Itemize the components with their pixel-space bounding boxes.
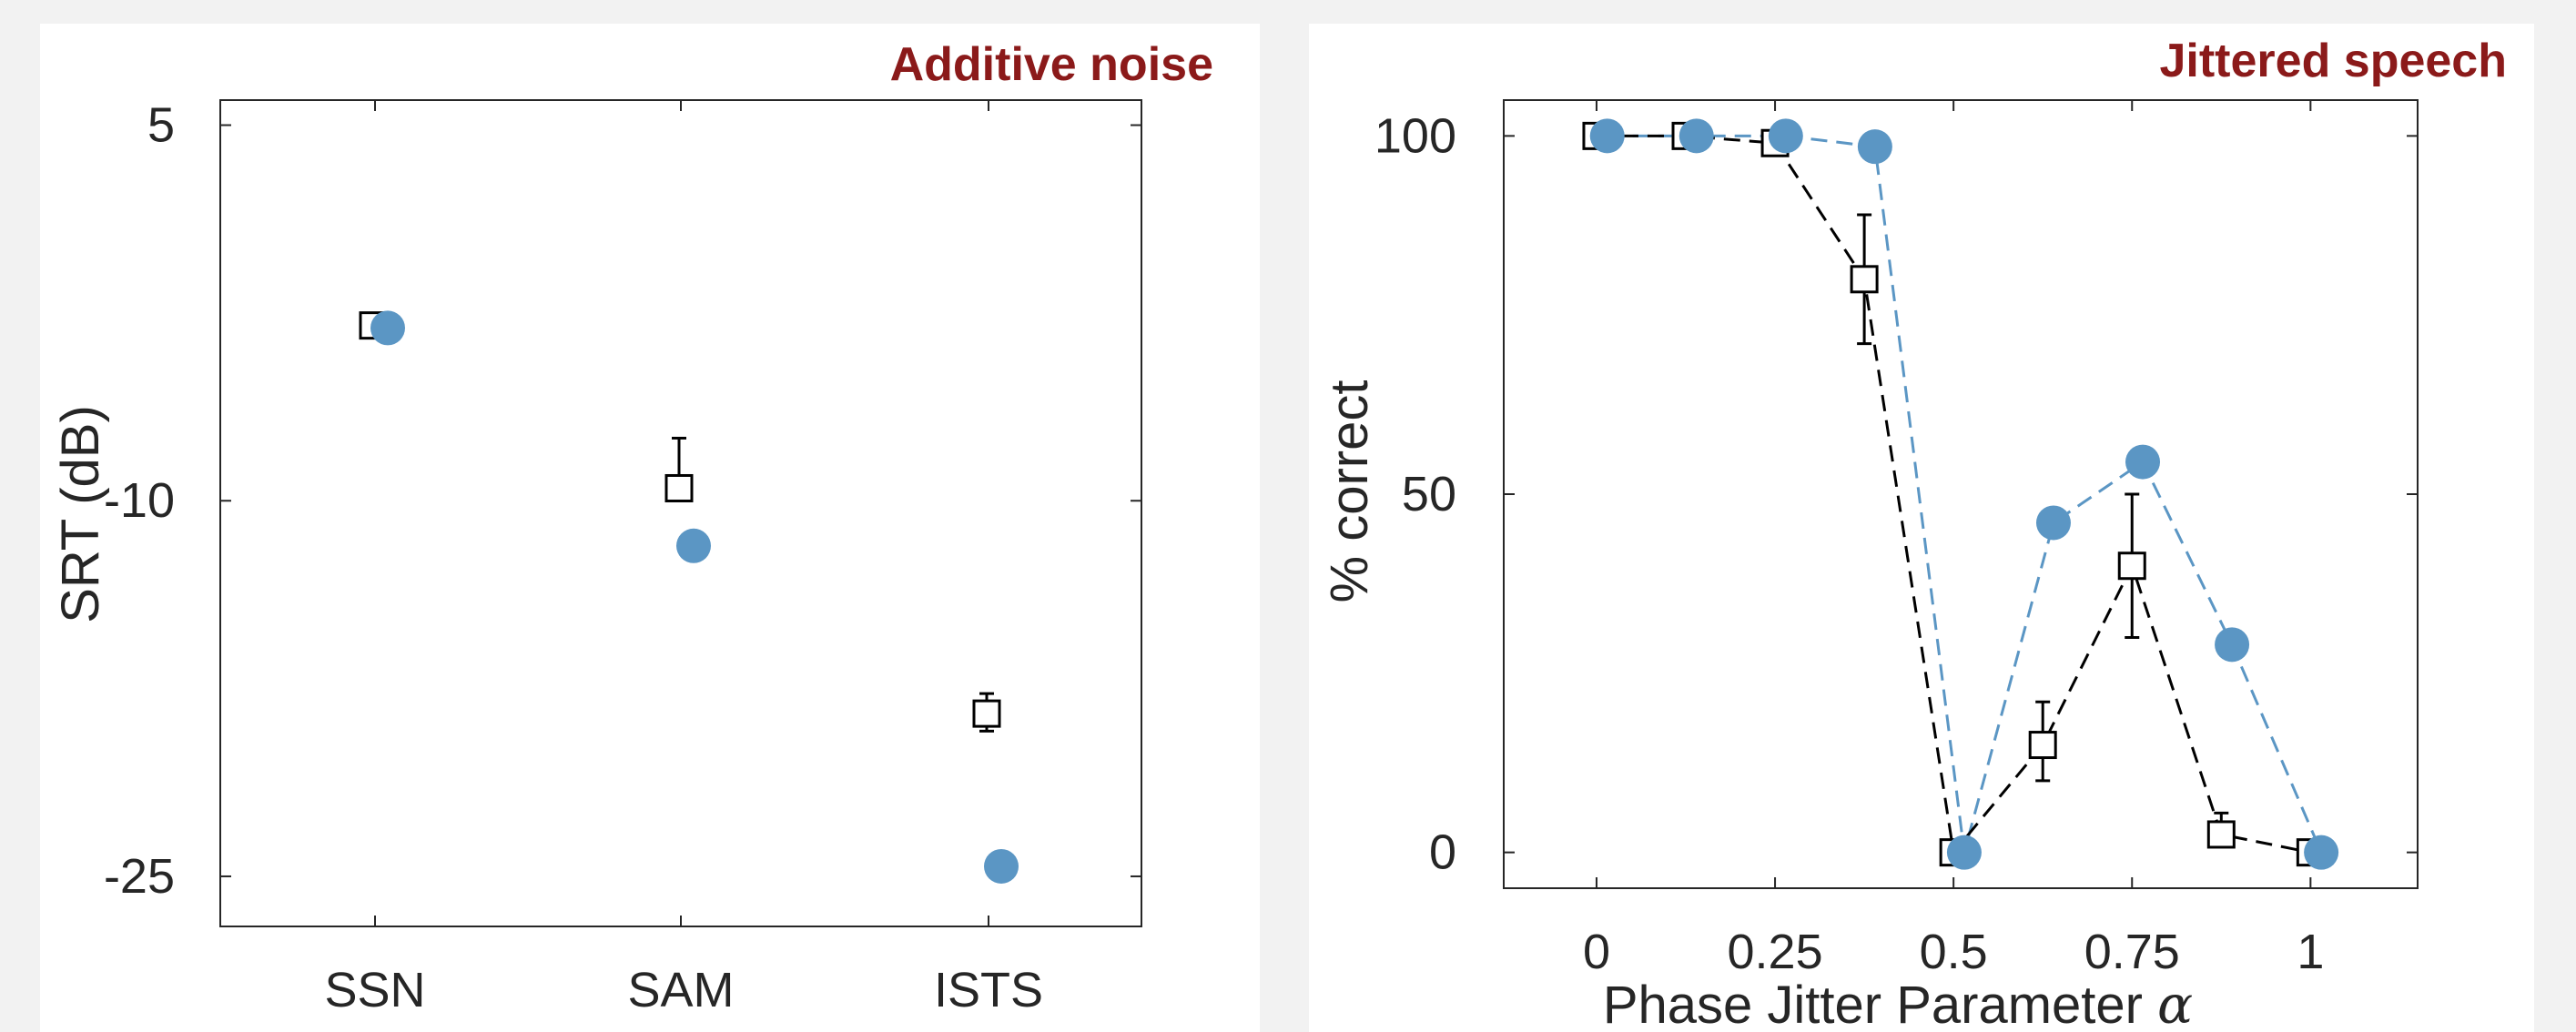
data-point-circle bbox=[2125, 444, 2161, 480]
y-tick-label: 100 bbox=[1374, 108, 1456, 163]
data-point-square bbox=[2028, 731, 2057, 760]
right-marks bbox=[1582, 118, 2339, 870]
data-point-square bbox=[1850, 265, 1879, 294]
panel-title-jittered-speech: Jittered speech bbox=[2160, 35, 2508, 87]
x-tick-label: SAM bbox=[627, 963, 734, 1017]
data-point-circle bbox=[2304, 835, 2339, 870]
data-point-circle bbox=[370, 310, 405, 346]
x-tick-label: 1 bbox=[2297, 925, 2324, 979]
data-point-square bbox=[2117, 551, 2146, 581]
panel-title-additive-noise: Additive noise bbox=[890, 38, 1213, 91]
data-point-square bbox=[664, 473, 694, 502]
data-point-circle bbox=[2215, 627, 2250, 663]
x-axis-title-phase-jitter: Phase Jitter Parameter α bbox=[1603, 974, 2193, 1032]
left-marks bbox=[359, 310, 1019, 884]
data-point-circle bbox=[1768, 118, 1803, 154]
y-tick-label: 5 bbox=[147, 98, 175, 153]
y-tick-label: -25 bbox=[104, 849, 175, 904]
data-point-circle bbox=[1589, 118, 1625, 154]
panel-jittered-speech: Jittered speech % correct Phase Jitter P… bbox=[1309, 24, 2534, 1032]
y-tick-label: -10 bbox=[104, 473, 175, 528]
y-tick-label: 50 bbox=[1402, 467, 1456, 521]
data-point-circle bbox=[1857, 129, 1892, 165]
y-axis-title-percent-correct: % correct bbox=[1320, 380, 1379, 603]
left-ticks: 5 -10 -25 SSN SAM ISTS bbox=[104, 98, 1141, 1017]
x-tick-label: ISTS bbox=[934, 963, 1043, 1017]
x-tick-label: 0.25 bbox=[1728, 925, 1823, 979]
y-axis-title-srt: SRT (dB) bbox=[51, 405, 110, 623]
data-point-circle bbox=[984, 848, 1019, 884]
y-tick-label: 0 bbox=[1429, 825, 1456, 880]
panel-background bbox=[1309, 24, 2534, 1032]
data-point-square bbox=[2206, 820, 2236, 849]
panel-additive-noise: Additive noise SRT (dB) 5 -10 -25 SSN SAM IST… bbox=[40, 24, 1260, 1032]
x-axis-title-text: Phase Jitter Parameter bbox=[1603, 976, 2143, 1032]
right-ticks: 0 50 100 0 0.25 0.5 0.75 1 bbox=[1374, 100, 2418, 979]
data-point-circle bbox=[676, 528, 711, 563]
data-point-circle bbox=[1678, 118, 1714, 154]
data-point-square bbox=[972, 699, 1001, 728]
x-tick-label: 0.5 bbox=[1920, 925, 1988, 979]
data-point-circle bbox=[2035, 505, 2071, 541]
panel-background bbox=[40, 24, 1260, 1032]
x-tick-label: SSN bbox=[324, 963, 425, 1017]
data-point-circle bbox=[1946, 835, 1982, 870]
alpha-symbol: α bbox=[2157, 974, 2193, 1032]
x-tick-label: 0.75 bbox=[2084, 925, 2180, 979]
x-tick-label: 0 bbox=[1583, 925, 1610, 979]
